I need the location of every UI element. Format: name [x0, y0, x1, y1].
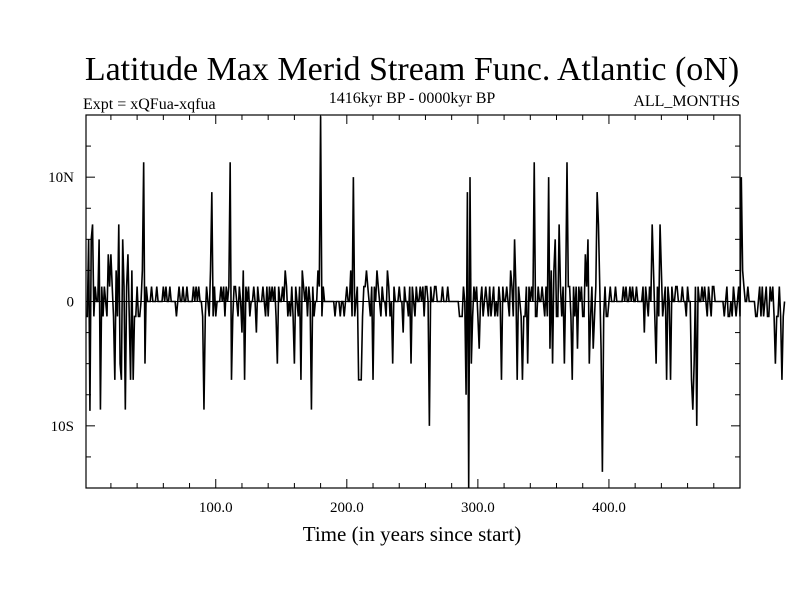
x-tick-label: 200.0 [330, 500, 364, 516]
y-tick-label: 10S [51, 419, 74, 435]
x-tick-label: 400.0 [592, 500, 626, 516]
y-tick-label: 0 [67, 295, 75, 311]
experiment-label: Expt = xQFua-xqfua [83, 96, 216, 113]
axis-ticks [86, 115, 740, 488]
period-label: 1416kyr BP - 0000kyr BP [329, 90, 496, 107]
season-label: ALL_MONTHS [633, 93, 740, 110]
y-tick-label: 10N [48, 170, 74, 186]
chart-title: Latitude Max Merid Stream Func. Atlantic… [85, 51, 739, 88]
plot-area: 100.0 200.0 300.0 400.0 10N 0 10S [48, 114, 786, 516]
x-axis-label: Time (in years since start) [303, 522, 522, 546]
axis-tick-labels: 100.0 200.0 300.0 400.0 10N 0 10S [48, 170, 626, 516]
x-tick-label: 300.0 [461, 500, 495, 516]
series-line [86, 116, 786, 489]
x-tick-label: 100.0 [199, 500, 233, 516]
